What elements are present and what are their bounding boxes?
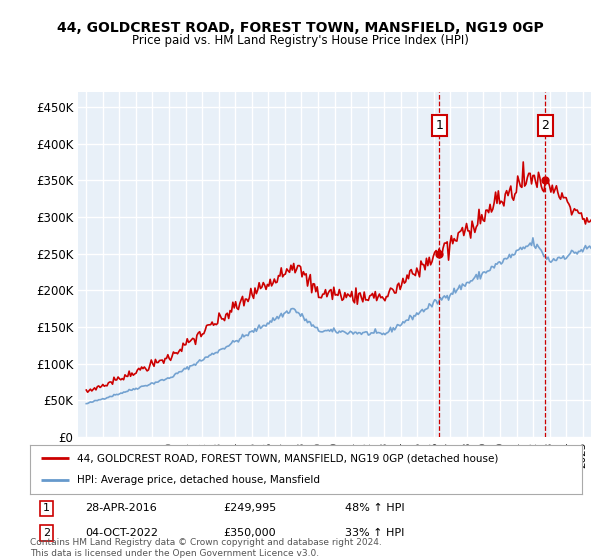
- Text: 28-APR-2016: 28-APR-2016: [85, 503, 157, 514]
- Text: 44, GOLDCREST ROAD, FOREST TOWN, MANSFIELD, NG19 0GP: 44, GOLDCREST ROAD, FOREST TOWN, MANSFIE…: [56, 21, 544, 35]
- Text: 1: 1: [43, 503, 50, 514]
- Text: 2: 2: [43, 528, 50, 538]
- Text: £350,000: £350,000: [223, 528, 276, 538]
- Text: 04-OCT-2022: 04-OCT-2022: [85, 528, 158, 538]
- Text: 2: 2: [542, 119, 550, 132]
- Text: 44, GOLDCREST ROAD, FOREST TOWN, MANSFIELD, NG19 0GP (detached house): 44, GOLDCREST ROAD, FOREST TOWN, MANSFIE…: [77, 454, 498, 464]
- Text: 1: 1: [436, 119, 443, 132]
- Text: 33% ↑ HPI: 33% ↑ HPI: [344, 528, 404, 538]
- Text: HPI: Average price, detached house, Mansfield: HPI: Average price, detached house, Mans…: [77, 475, 320, 485]
- Text: 48% ↑ HPI: 48% ↑ HPI: [344, 503, 404, 514]
- Text: £249,995: £249,995: [223, 503, 277, 514]
- Text: Contains HM Land Registry data © Crown copyright and database right 2024.
This d: Contains HM Land Registry data © Crown c…: [30, 538, 382, 558]
- Text: Price paid vs. HM Land Registry's House Price Index (HPI): Price paid vs. HM Land Registry's House …: [131, 34, 469, 46]
